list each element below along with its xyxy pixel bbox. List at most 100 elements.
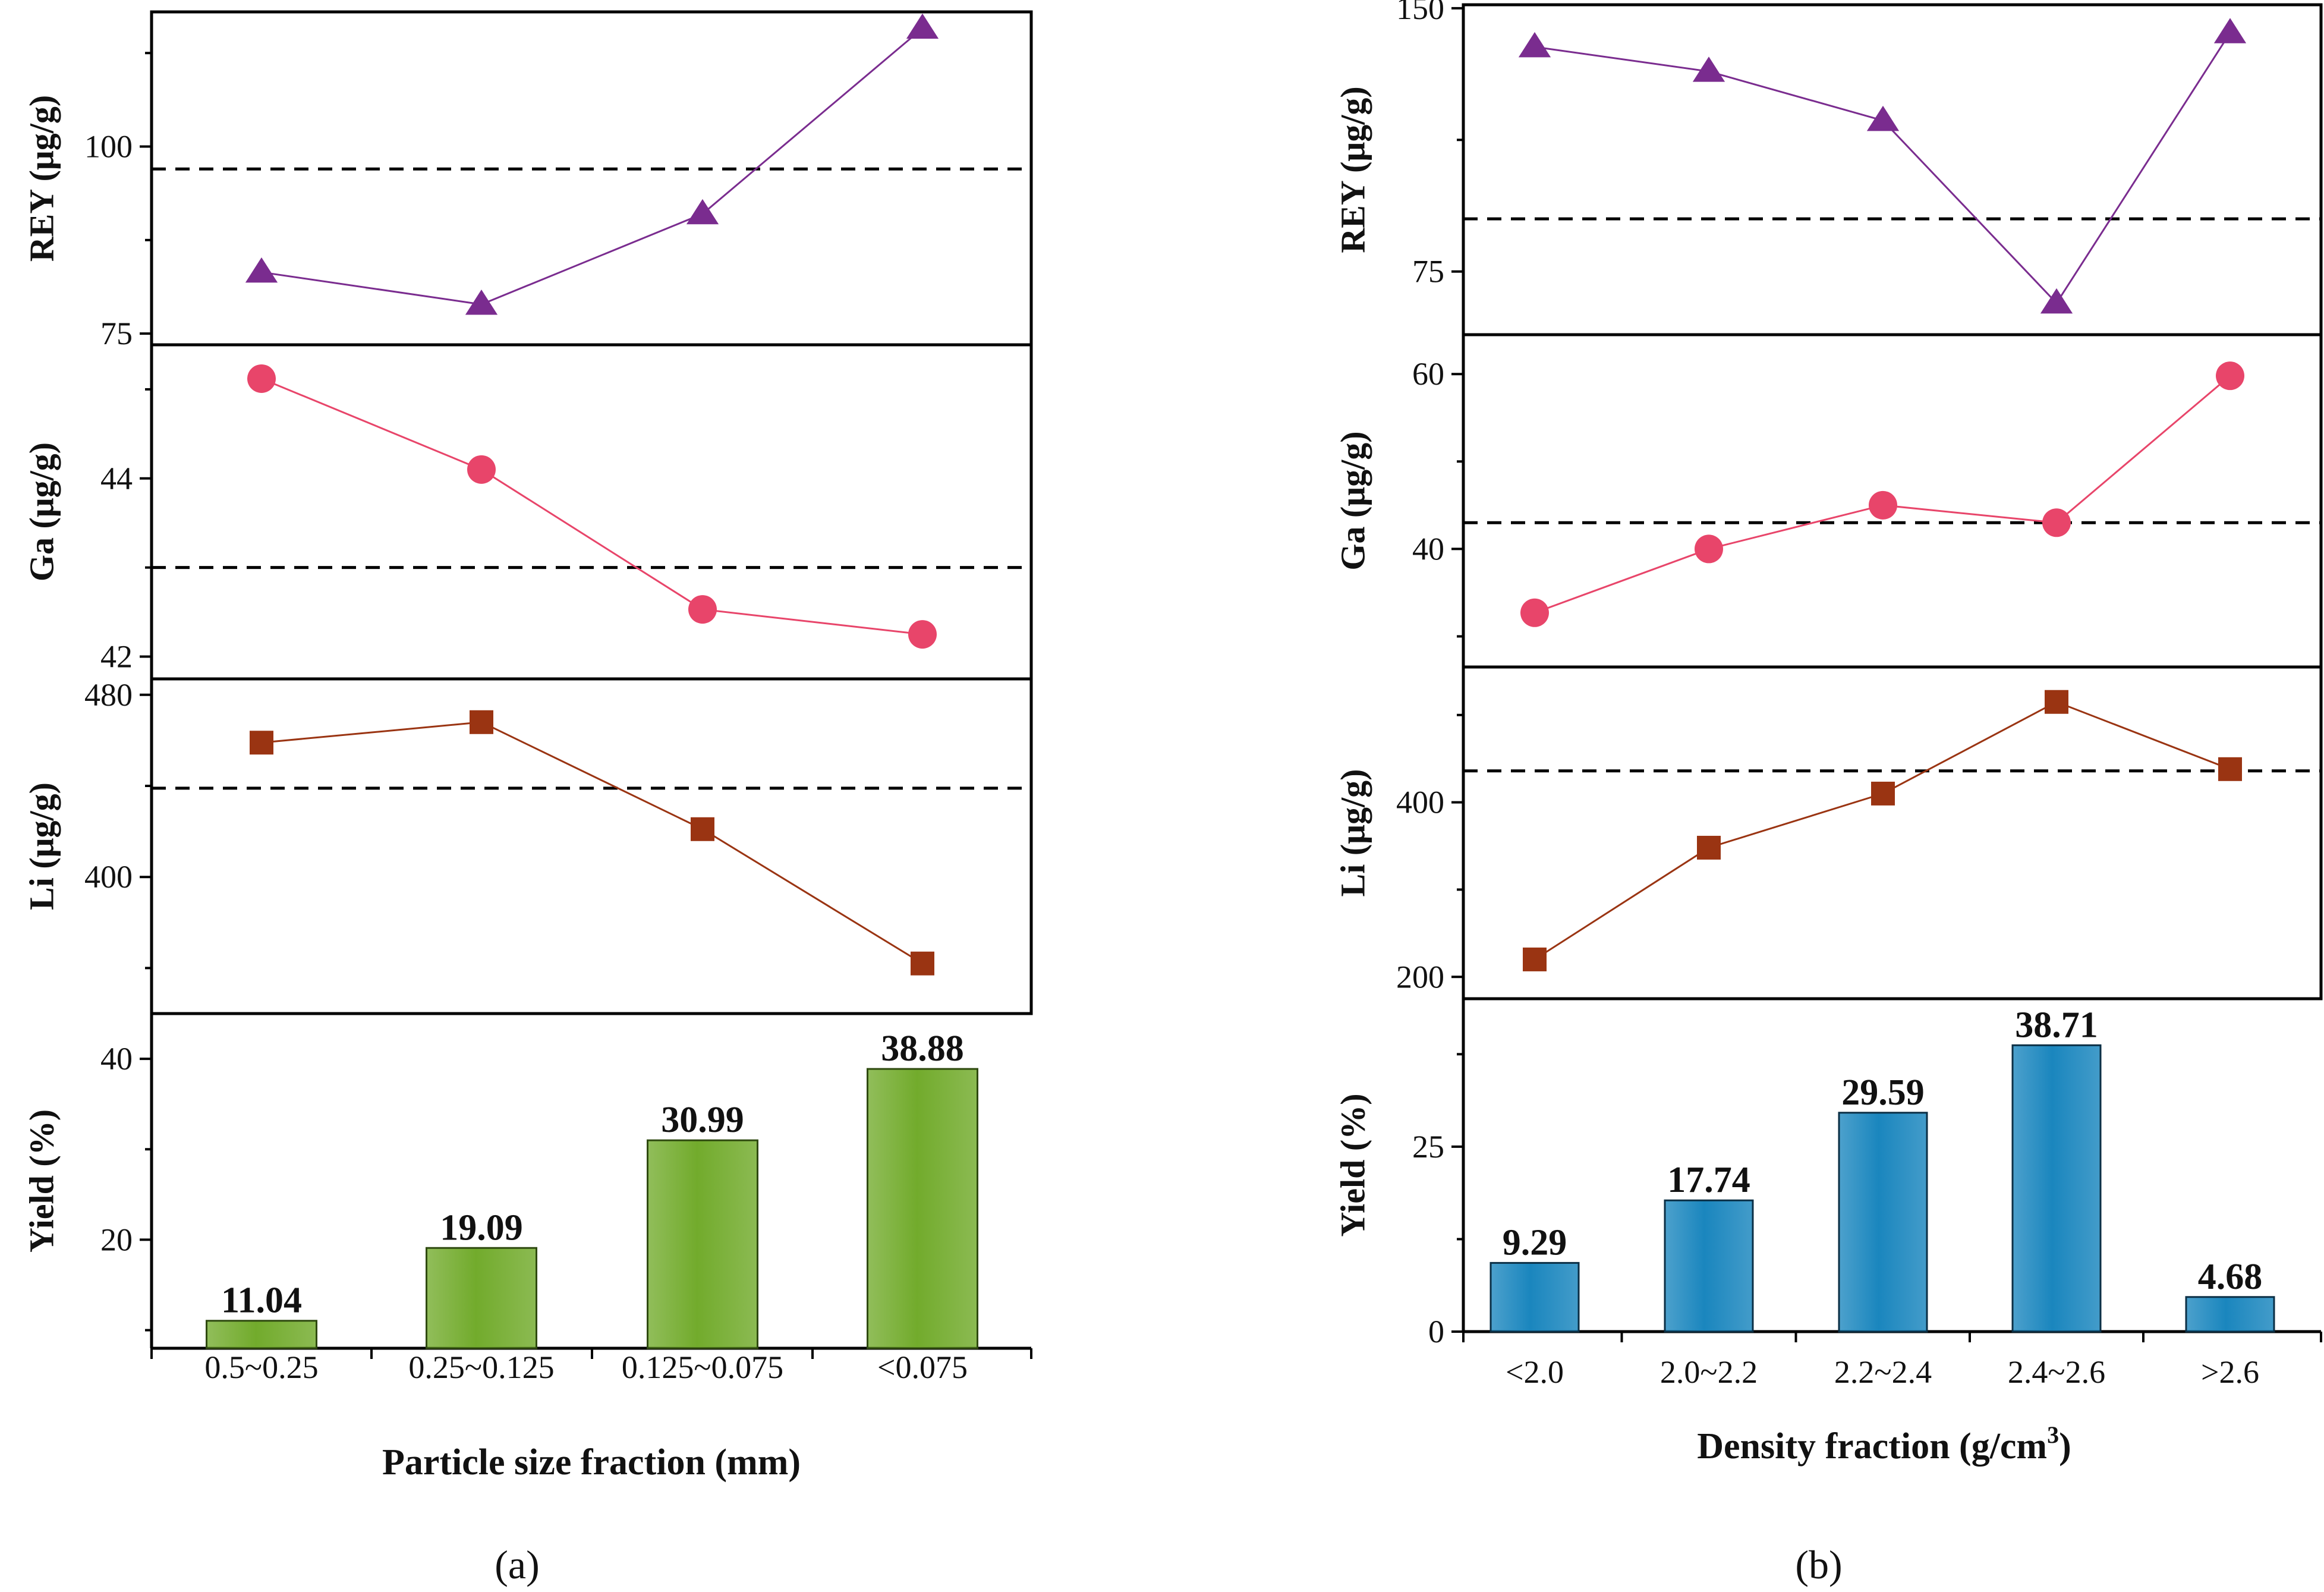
yield-bar: [647, 1139, 758, 1349]
panel-frame: [150, 10, 1033, 347]
y-tick-label: 40: [1412, 531, 1444, 567]
bar-value-label: 30.99: [661, 1100, 744, 1140]
data-point-ga: [688, 595, 717, 624]
series-line-rey: [1534, 32, 2231, 305]
panel-a-rey: 75 100 REY (μg/g): [23, 10, 1033, 351]
x-tick-label: 0.5~0.25: [204, 1349, 318, 1385]
data-point-rey: [2213, 18, 2247, 43]
data-point-ga: [1695, 534, 1723, 564]
y-tick-label: 75: [100, 316, 133, 351]
panel-a-bar_a: 20 40 Yield (%) 11.04 19.09 30.99 38.88 0.5~0.2…: [23, 1012, 1032, 1385]
y-axis-label: Ga (μg/g): [1334, 431, 1372, 570]
bar-value-label: 29.59: [1841, 1072, 1925, 1113]
data-point-li: [1523, 947, 1547, 971]
panel-frame: [1462, 665, 2323, 1000]
y-axis-label: REY (μg/g): [23, 95, 61, 262]
bar-value-label: 4.68: [2198, 1257, 2263, 1297]
y-axis-label: Yield (%): [1334, 1093, 1372, 1237]
y-tick-label: 40: [100, 1041, 133, 1077]
yield-bar: [426, 1247, 537, 1349]
x-tick-label: 0.25~0.125: [408, 1349, 554, 1385]
y-tick-label: 150: [1396, 0, 1444, 26]
data-point-li: [691, 817, 714, 841]
x-tick-label: 0.125~0.075: [622, 1349, 783, 1385]
series-line-ga: [261, 377, 923, 635]
bar-value-label: 9.29: [1503, 1222, 1567, 1263]
figure-caption: (b): [1795, 1542, 1842, 1587]
data-point-ga: [908, 620, 937, 649]
yield-bar: [1664, 1199, 1754, 1333]
y-tick-label: 400: [1396, 785, 1444, 820]
x-axis-label-main: Density fraction (g/cm: [1697, 1426, 2047, 1467]
data-point-rey: [2040, 288, 2073, 314]
y-tick-label: 20: [100, 1222, 133, 1257]
y-axis-label: Li (μg/g): [23, 782, 61, 910]
x-tick-label: <2.0: [1506, 1354, 1564, 1390]
data-point-rey: [245, 257, 278, 283]
series-line-li: [261, 721, 923, 965]
panel-b-rey: 75 150 REY (μg/g): [1334, 0, 2323, 336]
bar-value-label: 38.88: [881, 1028, 964, 1069]
y-axis-label: Ga (μg/g): [23, 442, 61, 581]
data-point-ga: [2042, 508, 2071, 537]
yield-bar: [206, 1320, 317, 1349]
data-point-rey: [906, 13, 939, 39]
x-axis-label: Particle size fraction (mm): [382, 1442, 801, 1483]
series-line-rey: [261, 27, 923, 306]
data-point-li: [1697, 835, 1721, 860]
data-point-rey: [1692, 56, 1725, 82]
x-axis-label: Density fraction (g/cm3): [1697, 1421, 2071, 1467]
y-tick-label: 0: [1428, 1314, 1444, 1349]
panel-frame: [150, 677, 1033, 1015]
x-tick-label: <0.075: [877, 1349, 968, 1385]
data-point-rey: [1518, 32, 1551, 58]
y-tick-label: 60: [1412, 356, 1444, 392]
panel-b-bar_b: 0 25 Yield (%) 9.29 17.74 29.59 38.71 4.68 <2.0 2…: [1334, 997, 2322, 1390]
figure-caption: (a): [495, 1542, 539, 1587]
y-tick-label: 100: [84, 129, 133, 165]
y-tick-label: 200: [1396, 959, 1444, 995]
chart-b: 75 150 REY (μg/g) 40 60 Ga (μg/g) 200 400 Li (μg…: [1334, 0, 2323, 1587]
panel-b-li: 200 400 Li (μg/g): [1334, 665, 2323, 1000]
bar-value-label: 19.09: [440, 1207, 523, 1248]
y-axis-label: Yield (%): [23, 1109, 61, 1253]
x-tick-label: >2.6: [2201, 1354, 2259, 1390]
panel-a-ga: 42 44 Ga (μg/g): [23, 343, 1033, 681]
x-axis-label-superscript: 3: [2047, 1421, 2059, 1448]
bar-value-label: 38.71: [2015, 1005, 2098, 1045]
y-tick-label: 480: [84, 677, 133, 713]
data-point-ga: [247, 364, 276, 393]
chart-a: 75 100 REY (μg/g) 42 44 Ga (μg/g) 400 480 Li (μg…: [23, 10, 1033, 1587]
y-tick-label: 42: [100, 639, 133, 675]
data-point-ga: [1869, 490, 1897, 520]
x-axis-label-suffix: ): [2059, 1426, 2071, 1467]
yield-bar: [1489, 1261, 1580, 1333]
yield-bar: [867, 1068, 978, 1349]
y-tick-label: 400: [84, 859, 133, 895]
data-point-rey: [1866, 105, 1900, 131]
yield-bar: [2185, 1296, 2275, 1333]
x-tick-label: 2.2~2.4: [1834, 1354, 1932, 1390]
bar-value-label: 17.74: [1667, 1160, 1750, 1200]
data-point-rey: [686, 199, 719, 225]
x-tick-label: 2.0~2.2: [1660, 1354, 1758, 1390]
panel-frame: [150, 343, 1033, 681]
data-point-li: [250, 731, 273, 755]
data-point-ga: [467, 455, 496, 484]
y-axis-label: Li (μg/g): [1334, 769, 1372, 897]
series-line-li: [1534, 701, 2231, 961]
data-point-rey: [465, 290, 498, 315]
panel-b-ga: 40 60 Ga (μg/g): [1334, 333, 2323, 669]
data-point-ga: [1520, 598, 1549, 627]
yield-bar: [1838, 1112, 1928, 1333]
x-axis-label-main: Particle size fraction (mm): [382, 1442, 801, 1483]
data-point-li: [911, 951, 934, 976]
data-point-li: [2045, 690, 2068, 714]
data-point-li: [470, 710, 493, 734]
data-point-ga: [2216, 361, 2244, 391]
panel-a-li: 400 480 Li (μg/g): [23, 677, 1033, 1015]
yield-bar: [2011, 1044, 2102, 1333]
y-axis-label: REY (μg/g): [1334, 86, 1372, 253]
data-point-li: [1871, 781, 1895, 806]
